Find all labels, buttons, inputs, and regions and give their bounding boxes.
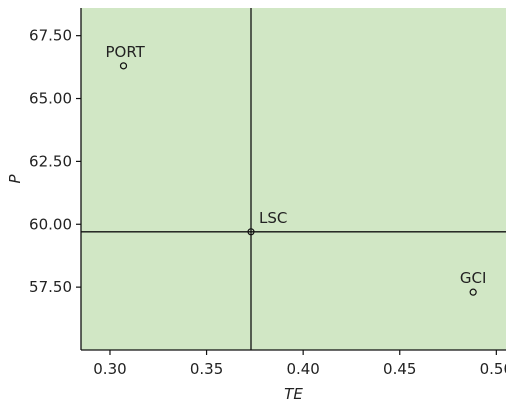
y-tick-label: 60.00: [29, 215, 72, 233]
x-tick-label: 0.30: [93, 360, 126, 378]
y-axis-title: P: [6, 174, 24, 184]
x-axis-title: TE: [284, 385, 303, 403]
data-point-label: GCI: [460, 269, 487, 287]
y-tick-label: 67.50: [29, 27, 72, 45]
plot-area: [81, 8, 506, 350]
data-points: PORT LSC GCI: [106, 43, 487, 296]
x-tick-label: 0.35: [190, 360, 223, 378]
y-tick-label: 62.50: [29, 152, 72, 170]
y-tick-label: 57.50: [29, 278, 72, 296]
data-point-marker: [247, 228, 255, 236]
x-tick-label: 0.40: [286, 360, 319, 378]
data-point-label: LSC: [259, 209, 287, 227]
x-tick-label: 0.50: [480, 360, 506, 378]
data-point-marker: [469, 288, 477, 296]
x-axis-ticks: 0.30 0.35 0.40 0.45 0.50: [93, 350, 506, 378]
x-tick-label: 0.45: [383, 360, 416, 378]
y-tick-label: 65.00: [29, 90, 72, 108]
y-axis-ticks: 57.50 60.00 62.50 65.00 67.50: [29, 27, 81, 296]
data-point-marker: [119, 62, 128, 70]
data-point-label: PORT: [106, 43, 146, 61]
